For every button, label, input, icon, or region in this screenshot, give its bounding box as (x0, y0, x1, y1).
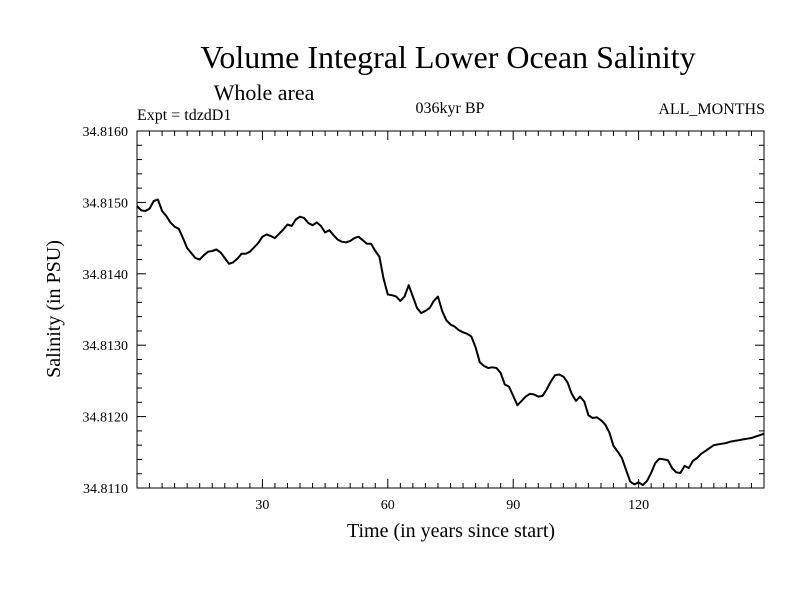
salinity-series-line (136, 198, 765, 487)
chart-title: Volume Integral Lower Ocean Salinity (200, 39, 695, 75)
x-tick-label: 30 (255, 498, 269, 513)
experiment-label: Expt = tdzdD1 (137, 107, 231, 124)
x-tick-label: 60 (381, 498, 395, 513)
y-tick-label: 34.8120 (83, 411, 129, 426)
x-tick-labels: 30 60 90 120 (255, 498, 649, 513)
y-tick-label: 34.8140 (83, 268, 129, 283)
months-label: ALL_MONTHS (658, 101, 765, 118)
y-tick-label: 34.8110 (83, 482, 128, 497)
y-axis-label: Salinity (in PSU) (43, 240, 65, 378)
x-tick-label: 120 (628, 498, 649, 513)
y-tick-label: 34.8150 (83, 196, 129, 211)
plot-frame (136, 130, 765, 489)
y-tick-label: 34.8130 (83, 339, 129, 354)
chart-subtitle: Whole area (214, 80, 315, 105)
period-label: 036kyr BP (416, 100, 485, 117)
y-tick-label: 34.8160 (83, 125, 129, 140)
x-axis-label: Time (in years since start) (347, 520, 555, 542)
x-tick-label: 90 (506, 498, 520, 513)
axis-ticks (137, 131, 764, 488)
y-tick-labels: 34.8110 34.8120 34.8130 34.8140 34.8150 34.81… (83, 125, 129, 497)
